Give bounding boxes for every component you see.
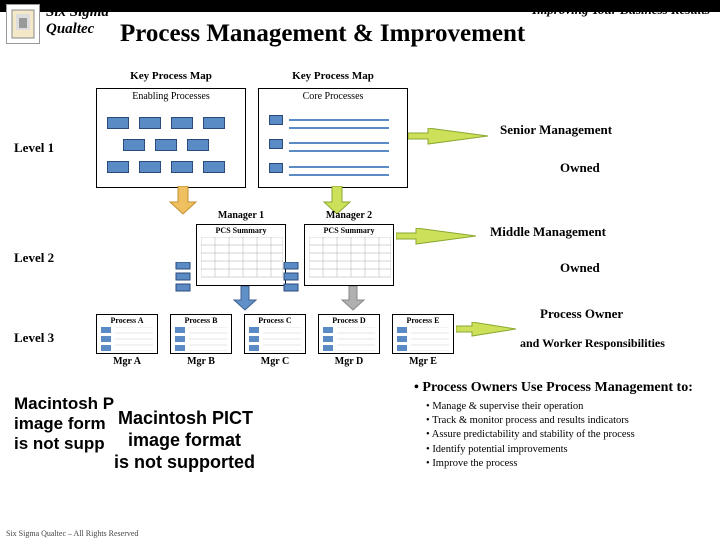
level-3-label: Level 3: [14, 330, 54, 346]
mgr-c-label: Mgr C: [254, 356, 296, 367]
arrow-level2: [396, 228, 476, 258]
brand-line2: Qualtec: [46, 21, 94, 37]
bullet-1: Track & monitor process and results indi…: [426, 414, 714, 428]
worker-resp-label: and Worker Responsibilities: [520, 336, 665, 351]
middle-mgmt-label: Middle Management: [490, 224, 606, 240]
mgr-e-label: Mgr E: [402, 356, 444, 367]
pict-text-6: is not supported: [114, 452, 255, 473]
arrow-level3: [456, 322, 516, 348]
mgr-b-label: Mgr B: [180, 356, 222, 367]
process-c-box: Process C: [244, 314, 306, 354]
brand-line1: Six Sigma: [46, 4, 109, 20]
bullet-4: Improve the process: [426, 457, 714, 471]
map-box-right: Core Processes: [258, 88, 408, 188]
arrow-down-3: [232, 286, 258, 312]
manager-2-label: Manager 2: [314, 210, 384, 221]
bullets-title: • Process Owners Use Process Management …: [414, 380, 714, 396]
owned-1-label: Owned: [560, 160, 600, 176]
process-e-title: Process E: [393, 316, 453, 325]
pcs-box-2: PCS Summary: [304, 224, 394, 286]
mgr-a-label: Mgr A: [106, 356, 148, 367]
tagline: Improving Your Business Results: [532, 2, 710, 18]
map-sub-left: Enabling Processes: [97, 91, 245, 102]
level-2-label: Level 2: [14, 250, 54, 266]
bullets-list: Manage & supervise their operation Track…: [414, 400, 714, 471]
pict-text-2: image form: [14, 414, 106, 434]
manager-1-label: Manager 1: [206, 210, 276, 221]
process-d-box: Process D: [318, 314, 380, 354]
footer-text: Six Sigma Qualtec – All Rights Reserved: [6, 529, 138, 538]
pcs-title-2: PCS Summary: [305, 226, 393, 235]
bullets-block: • Process Owners Use Process Management …: [414, 380, 714, 471]
process-b-title: Process B: [171, 316, 231, 325]
process-a-title: Process A: [97, 316, 157, 325]
pcs-title-1: PCS Summary: [197, 226, 285, 235]
arrow-down-4: [340, 286, 366, 312]
arrow-down-1: [168, 186, 198, 216]
pcs-box-1: PCS Summary: [196, 224, 286, 286]
pict-text-5: image format: [128, 430, 241, 451]
mgr-d-label: Mgr D: [328, 356, 370, 367]
senior-mgmt-label: Senior Management: [500, 122, 612, 138]
brand-text: Six Sigma Qualtec: [46, 4, 109, 37]
process-e-box: Process E: [392, 314, 454, 354]
process-d-title: Process D: [319, 316, 379, 325]
header: Six Sigma Qualtec Improving Your Busines…: [0, 0, 720, 56]
map-title-right: Key Process Map: [258, 70, 408, 82]
mini-flow-1: [174, 262, 196, 292]
pict-text-4: Macintosh PICT: [118, 408, 253, 429]
bullet-2: Assure predictability and stability of t…: [426, 428, 714, 442]
arrow-level1: [408, 128, 488, 158]
mini-flow-2: [282, 262, 304, 292]
map-box-left: Enabling Processes: [96, 88, 246, 188]
map-sub-right: Core Processes: [259, 91, 407, 102]
process-c-title: Process C: [245, 316, 305, 325]
process-a-box: Process A: [96, 314, 158, 354]
bullet-3: Identify potential improvements: [426, 443, 714, 457]
map-title-left: Key Process Map: [96, 70, 246, 82]
pict-text-3: is not supp: [14, 434, 105, 454]
page-title: Process Management & Improvement: [120, 20, 525, 48]
level-1-label: Level 1: [14, 140, 54, 156]
logo-icon: [6, 4, 40, 44]
pict-text-1: Macintosh P: [14, 394, 114, 414]
bullet-0: Manage & supervise their operation: [426, 400, 714, 414]
process-owner-label: Process Owner: [540, 306, 623, 322]
owned-2-label: Owned: [560, 260, 600, 276]
process-b-box: Process B: [170, 314, 232, 354]
